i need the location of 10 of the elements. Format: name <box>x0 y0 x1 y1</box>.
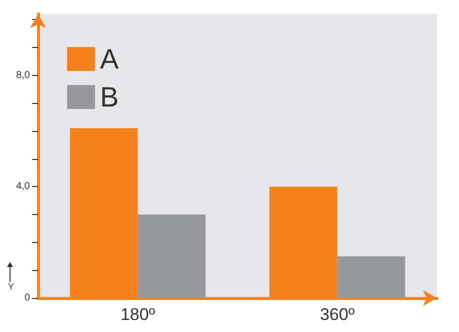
y-axis-title: Y <box>8 282 14 292</box>
bar <box>337 256 406 298</box>
y-tick-label: 8,0 <box>16 70 30 81</box>
x-tick-label: 180º <box>120 305 156 324</box>
y-tick-label: 0 <box>24 292 30 304</box>
legend-label: A <box>100 44 119 74</box>
legend-label: B <box>100 82 119 112</box>
bar <box>138 214 206 298</box>
x-tick-label: 360º <box>320 305 355 324</box>
y-tick-label: 4,0 <box>16 181 30 192</box>
